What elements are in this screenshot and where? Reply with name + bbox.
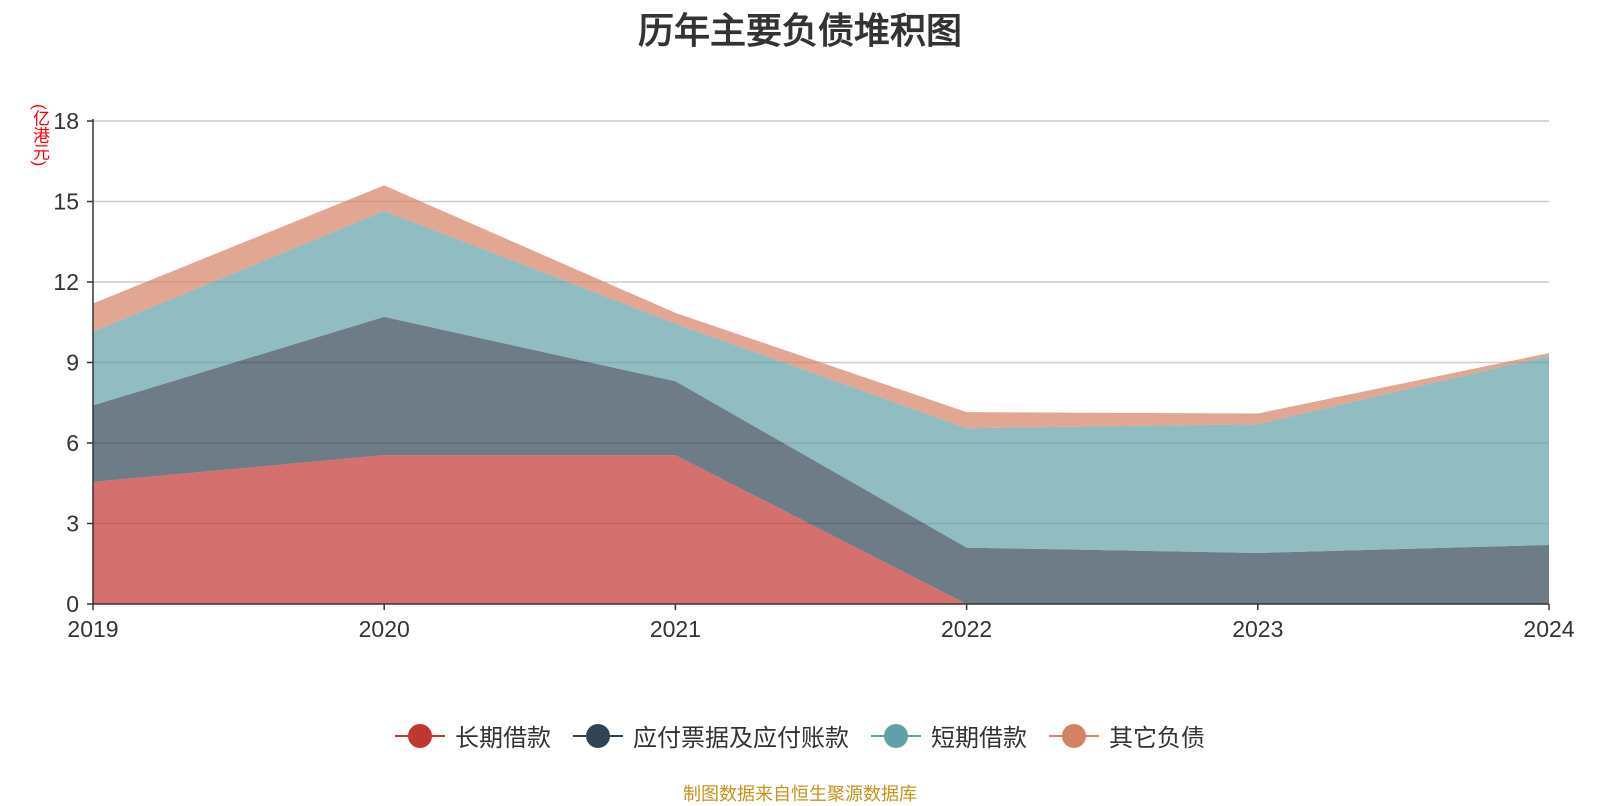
data-source-note: 制图数据来自恒生聚源数据库 [683, 784, 917, 804]
axes: 0 3 6 9 12 15 18 2019 2020 2021 2022 2023 2024 [53, 108, 1574, 642]
legend-marker-icon [1049, 723, 1099, 749]
x-tick-label: 2019 [67, 616, 118, 642]
y-axis-unit-label: (亿港元) [30, 104, 49, 167]
y-tick-label: 18 [53, 108, 79, 134]
legend-item-long-term-loans[interactable]: 长期借款 [395, 718, 551, 753]
legend-item-short-term-loans[interactable]: 短期借款 [871, 718, 1027, 753]
y-tick-label: 0 [66, 591, 79, 617]
legend-marker-icon [573, 723, 623, 749]
legend-label: 其它负债 [1109, 725, 1205, 752]
y-tick-label: 12 [53, 269, 79, 295]
legend-item-payables[interactable]: 应付票据及应付账款 [573, 718, 849, 753]
legend-item-other-liabilities[interactable]: 其它负债 [1049, 718, 1205, 753]
legend-label: 短期借款 [931, 725, 1027, 752]
y-tick-label: 6 [66, 430, 79, 456]
y-tick-label: 3 [66, 511, 79, 537]
area-series-1 [93, 316, 1549, 604]
legend-marker-icon [871, 723, 921, 749]
x-tick-label: 2023 [1232, 616, 1283, 642]
area-series [93, 185, 1549, 604]
x-tick-label: 2024 [1523, 616, 1574, 642]
legend-label: 应付票据及应付账款 [633, 725, 849, 752]
area-series-2 [93, 210, 1549, 554]
x-tick-label: 2022 [941, 616, 992, 642]
y-tick-label: 9 [66, 350, 79, 376]
legend: 长期借款 应付票据及应付账款 短期借款 其它负债 [0, 718, 1600, 753]
area-series-0 [93, 455, 1549, 604]
y-tick-label: 15 [53, 189, 79, 215]
chart-title: 历年主要负债堆积图 [637, 10, 962, 51]
legend-label: 长期借款 [455, 725, 551, 752]
x-tick-label: 2021 [650, 616, 701, 642]
legend-marker-icon [395, 723, 445, 749]
x-tick-label: 2020 [359, 616, 410, 642]
